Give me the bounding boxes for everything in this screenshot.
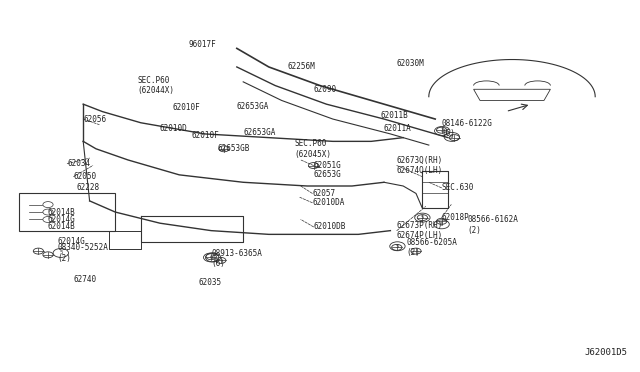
Text: 08340-5252A
(2): 08340-5252A (2) bbox=[58, 243, 108, 263]
Text: 62057: 62057 bbox=[312, 189, 335, 198]
Text: J62001D5: J62001D5 bbox=[584, 348, 627, 357]
Text: 96017F: 96017F bbox=[189, 40, 216, 49]
Text: 62653GB: 62653GB bbox=[218, 144, 250, 153]
Text: 62010DB: 62010DB bbox=[314, 222, 346, 231]
Text: 62014B: 62014B bbox=[48, 222, 76, 231]
Text: 62010F: 62010F bbox=[173, 103, 200, 112]
Text: SEC.P60
(62045X): SEC.P60 (62045X) bbox=[294, 139, 332, 158]
Text: 62653GA: 62653GA bbox=[237, 102, 269, 110]
Text: SEC.P60
(62044X): SEC.P60 (62044X) bbox=[138, 76, 175, 95]
Text: 62056: 62056 bbox=[83, 115, 106, 124]
Text: 62653GA: 62653GA bbox=[243, 128, 276, 137]
Text: 62014G: 62014G bbox=[58, 237, 85, 246]
Text: 62050: 62050 bbox=[74, 172, 97, 181]
Text: 6: 6 bbox=[211, 255, 215, 260]
Text: 62673Q(RH)
62674Q(LH): 62673Q(RH) 62674Q(LH) bbox=[397, 156, 443, 175]
Text: 5: 5 bbox=[59, 250, 63, 256]
Text: 62030M: 62030M bbox=[397, 59, 424, 68]
Text: 5: 5 bbox=[420, 215, 424, 220]
Text: 62011B: 62011B bbox=[381, 111, 408, 120]
Text: 62740: 62740 bbox=[74, 275, 97, 283]
Text: 62228: 62228 bbox=[77, 183, 100, 192]
Text: SEC.630: SEC.630 bbox=[442, 183, 474, 192]
Text: 62011A: 62011A bbox=[384, 124, 412, 133]
Text: 62653G: 62653G bbox=[314, 170, 341, 179]
Text: 08913-6365A
(6): 08913-6365A (6) bbox=[211, 249, 262, 268]
Text: 62051G: 62051G bbox=[314, 161, 341, 170]
Text: 62010D: 62010D bbox=[160, 124, 188, 133]
Text: 08566-6162A
(2): 08566-6162A (2) bbox=[467, 215, 518, 235]
Text: 62018P: 62018P bbox=[442, 213, 469, 222]
Text: 62014B: 62014B bbox=[48, 208, 76, 217]
Text: 08566-6205A
(2): 08566-6205A (2) bbox=[406, 238, 457, 257]
Text: 62035: 62035 bbox=[198, 278, 221, 287]
Text: 62034: 62034 bbox=[67, 159, 90, 168]
Text: 3: 3 bbox=[440, 128, 444, 134]
Text: 62010DA: 62010DA bbox=[312, 198, 345, 207]
Text: 5: 5 bbox=[396, 244, 399, 249]
Text: 6: 6 bbox=[209, 255, 213, 260]
Text: 62256M: 62256M bbox=[288, 62, 316, 71]
Text: 62673P(RH)
62674P(LH): 62673P(RH) 62674P(LH) bbox=[397, 221, 443, 240]
Text: 62090: 62090 bbox=[314, 85, 337, 94]
Text: 6: 6 bbox=[450, 134, 454, 140]
Text: 08146-6122G
(6): 08146-6122G (6) bbox=[442, 119, 492, 138]
Text: 62014G: 62014G bbox=[48, 215, 76, 224]
Text: 5: 5 bbox=[440, 222, 444, 227]
Text: 62010F: 62010F bbox=[192, 131, 220, 140]
